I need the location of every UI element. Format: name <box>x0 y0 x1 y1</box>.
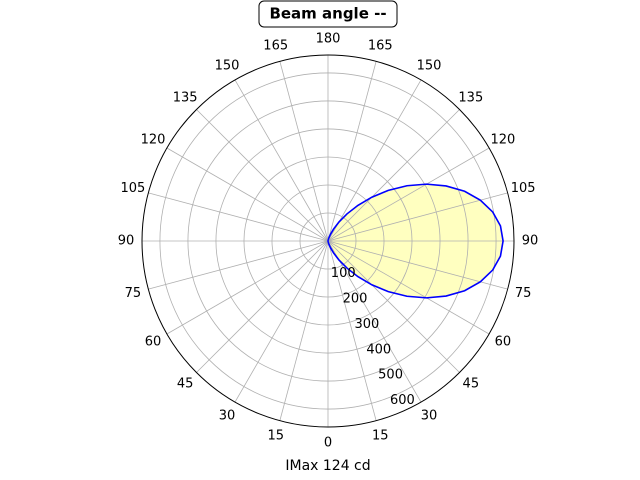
angular-grid-line <box>279 240 329 421</box>
angle-tick-label: 135 <box>173 91 198 106</box>
angular-grid-line <box>327 192 508 242</box>
angular-grid-line <box>196 240 329 373</box>
angle-tick-label: 75 <box>515 286 532 301</box>
angular-grid-line <box>327 61 377 242</box>
angle-tick-label: 150 <box>417 59 442 74</box>
angle-tick-label: 15 <box>372 429 389 444</box>
angle-tick-label: 105 <box>120 181 145 196</box>
angle-tick-label: 45 <box>177 376 194 391</box>
angular-grid-line <box>166 240 329 335</box>
angle-tick-label: 30 <box>421 408 438 423</box>
radial-tick-label: 100 <box>331 266 356 281</box>
angular-grid-line <box>327 240 490 335</box>
angle-tick-label: 120 <box>141 133 166 148</box>
angle-tick-label: 75 <box>125 286 142 301</box>
angle-tick-label: 165 <box>368 38 393 53</box>
radial-tick-label: 200 <box>343 292 368 307</box>
beam-line <box>327 183 504 299</box>
angular-grid-line <box>234 240 329 403</box>
angle-tick-label: 90 <box>118 234 135 249</box>
angular-grid-line <box>327 147 490 242</box>
radial-tick-label: 500 <box>378 368 403 383</box>
angle-tick-label: 180 <box>316 32 341 47</box>
angle-tick-label: 60 <box>495 335 512 350</box>
angle-tick-label: 150 <box>215 59 240 74</box>
radial-tick-label: 600 <box>390 393 415 408</box>
angle-tick-label: 45 <box>463 376 480 391</box>
angular-grid-line <box>327 240 460 373</box>
radial-tick-label: 400 <box>366 342 391 357</box>
chart-title: Beam angle -- <box>269 5 386 23</box>
angular-grid-line <box>327 79 422 242</box>
angular-grid-line <box>234 79 329 242</box>
polar-frame <box>141 54 515 428</box>
angle-tick-label: 0 <box>324 436 332 451</box>
angle-tick-label: 90 <box>522 234 539 249</box>
angular-grid-line <box>279 61 329 242</box>
angular-grid-line <box>327 240 377 421</box>
angle-tick-label: 60 <box>145 335 162 350</box>
angular-grid-line <box>148 192 329 242</box>
title-box <box>258 0 398 28</box>
angular-grid-line <box>196 109 329 242</box>
radial-tick-label: 300 <box>354 317 379 332</box>
angle-tick-label: 135 <box>458 91 483 106</box>
angular-grid-line <box>327 240 508 290</box>
angle-tick-label: 120 <box>491 133 516 148</box>
angle-tick-label: 30 <box>219 408 236 423</box>
angular-grid-line <box>327 109 460 242</box>
x-axis-label: IMax 124 cd <box>285 458 370 474</box>
angular-grid-line <box>327 240 422 403</box>
angle-tick-label: 165 <box>263 38 288 53</box>
angle-tick-label: 105 <box>511 181 536 196</box>
angular-grid-line <box>166 147 329 242</box>
angular-grid-line <box>148 240 329 290</box>
angle-tick-label: 15 <box>267 429 284 444</box>
